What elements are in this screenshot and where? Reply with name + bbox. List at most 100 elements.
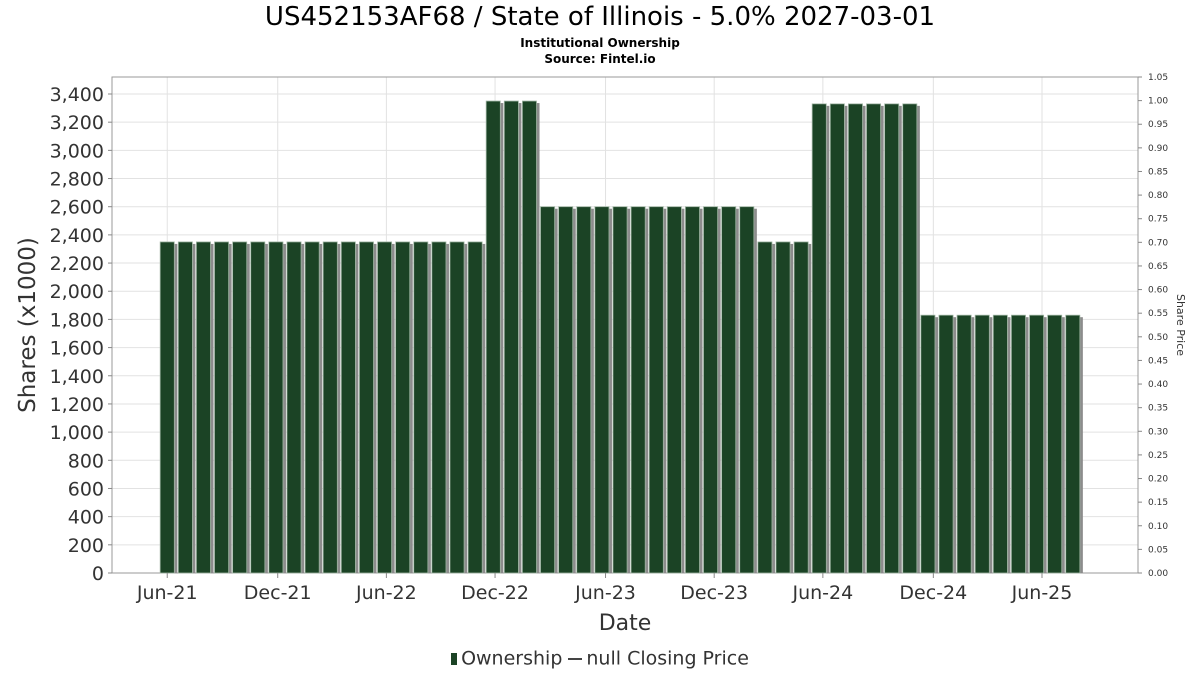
- bar-ownership-33: [757, 241, 773, 574]
- bar-ownership-25: [612, 206, 628, 574]
- bar-ownership-45: [974, 314, 990, 574]
- bar-ownership-43: [938, 314, 954, 574]
- x-tick-label-4: Jun-23: [574, 582, 636, 604]
- bar-ownership-35: [793, 241, 809, 574]
- bar-ownership-31: [721, 206, 737, 574]
- y-axis-left: 0 200 400 600 800 1,000 1,200 1,400 1,600 1,800 2,…: [50, 84, 112, 585]
- chart-title: US452153AF68 / State of Illinois - 5.0% …: [264, 2, 936, 32]
- bar-ownership-30: [703, 206, 719, 574]
- x-tick-label-3: Dec-22: [461, 582, 529, 604]
- bar-ownership-28: [666, 206, 682, 574]
- y2-tick-label-10: 0.50: [1148, 333, 1168, 343]
- legend-swatch-closing-price: [568, 657, 583, 660]
- bar-ownership-46: [992, 314, 1008, 574]
- x-axis: Jun-21 Dec-21 Jun-22 Dec-22 Jun-23 Dec-23 Jun-…: [136, 573, 1073, 604]
- bar-ownership-13: [395, 241, 411, 574]
- bar-ownership-36: [811, 103, 827, 574]
- y-axis-label: Shares (x1000): [15, 237, 41, 413]
- y2-tick-label-3: 0.15: [1148, 498, 1168, 508]
- y-tick-label-11: 2,200: [50, 253, 104, 275]
- bar-ownership-48: [1029, 314, 1045, 574]
- bar-ownership-38: [848, 103, 863, 574]
- y2-axis-label: Share Price: [1174, 294, 1187, 356]
- bar-ownership-39: [866, 103, 882, 574]
- chart-subtitle-ownership: Institutional Ownership: [520, 36, 680, 50]
- bar-ownership-24: [594, 206, 610, 574]
- x-tick-label-5: Dec-23: [680, 582, 748, 604]
- bar-ownership-16: [449, 241, 465, 574]
- y-tick-label-17: 3,400: [50, 84, 104, 106]
- bar-ownership-5: [250, 241, 266, 574]
- bar-ownership-20: [522, 100, 537, 574]
- bar-ownership-32: [739, 206, 755, 574]
- bar-ownership-8: [304, 241, 320, 574]
- y2-tick-label-14: 0.70: [1148, 238, 1168, 248]
- y-tick-label-0: 0: [92, 563, 104, 585]
- y2-tick-label-11: 0.55: [1148, 309, 1168, 319]
- y2-tick-label-13: 0.65: [1148, 262, 1168, 272]
- legend-swatch-ownership: [451, 652, 458, 665]
- y2-tick-label-4: 0.20: [1148, 475, 1168, 485]
- bar-ownership-42: [920, 314, 936, 574]
- x-tick-label-0: Jun-21: [136, 582, 198, 604]
- y-tick-label-3: 600: [68, 478, 104, 500]
- y2-tick-label-9: 0.45: [1148, 356, 1168, 366]
- y2-tick-label-5: 0.25: [1148, 451, 1168, 461]
- legend-label-ownership: Ownership: [461, 647, 563, 670]
- bar-ownership-17: [467, 241, 483, 574]
- bar-ownership-19: [503, 100, 519, 574]
- bar-ownership-34: [775, 241, 791, 574]
- bar-ownership-6: [268, 241, 284, 574]
- y-tick-label-14: 2,800: [50, 169, 104, 191]
- x-axis-label: Date: [599, 611, 652, 636]
- bar-ownership-2: [195, 241, 211, 574]
- y2-tick-label-0: 0.00: [1148, 569, 1168, 579]
- y2-tick-label-7: 0.35: [1148, 404, 1168, 414]
- bar-ownership-14: [413, 241, 429, 574]
- bar-ownership-41: [902, 103, 918, 574]
- y-tick-label-10: 2,000: [50, 281, 104, 303]
- y-tick-label-12: 2,400: [50, 225, 104, 247]
- y-tick-label-16: 3,200: [50, 112, 104, 134]
- y2-tick-label-12: 0.60: [1148, 286, 1168, 296]
- bar-ownership-44: [956, 314, 972, 574]
- chart-subtitle-source: Source: Fintel.io: [544, 52, 656, 66]
- bar-ownership-9: [322, 241, 338, 574]
- bar-ownership-49: [1047, 314, 1063, 574]
- y-tick-label-2: 400: [68, 507, 104, 529]
- x-tick-label-7: Dec-24: [899, 582, 967, 604]
- y-tick-label-6: 1,200: [50, 394, 104, 416]
- bar-ownership-22: [558, 206, 574, 574]
- y-tick-label-8: 1,600: [50, 338, 104, 360]
- y-tick-label-15: 3,000: [50, 140, 104, 162]
- bar-ownership-18: [485, 100, 501, 574]
- y2-tick-label-6: 0.30: [1148, 427, 1168, 437]
- y-tick-label-9: 1,800: [50, 309, 104, 331]
- bar-ownership-15: [431, 241, 447, 574]
- y2-tick-label-16: 0.80: [1148, 191, 1168, 201]
- y2-tick-label-18: 0.90: [1148, 144, 1168, 154]
- y2-tick-label-8: 0.40: [1148, 380, 1168, 390]
- bar-ownership-47: [1011, 314, 1026, 574]
- y-tick-label-4: 800: [68, 450, 104, 472]
- bar-series-ownership: [159, 100, 1083, 574]
- y2-tick-label-15: 0.75: [1148, 215, 1168, 225]
- bar-ownership-26: [630, 206, 646, 574]
- bar-ownership-12: [377, 241, 393, 574]
- bar-ownership-37: [829, 103, 845, 574]
- bar-ownership-29: [685, 206, 700, 574]
- x-tick-label-8: Jun-25: [1011, 582, 1073, 604]
- x-tick-label-1: Dec-21: [244, 582, 312, 604]
- bar-ownership-10: [340, 241, 356, 574]
- x-tick-label-2: Jun-22: [355, 582, 417, 604]
- y2-tick-label-1: 0.05: [1148, 545, 1168, 555]
- bar-ownership-11: [358, 241, 374, 574]
- y-axis-right: 0.00 0.05 0.10 0.15 0.20 0.25 0.30 0.35 0.40 0.45…: [1138, 73, 1168, 579]
- y-tick-label-7: 1,400: [50, 366, 104, 388]
- bar-ownership-0: [159, 241, 175, 574]
- chart-legend: Ownership null Closing Price: [0, 647, 1200, 670]
- y-tick-label-13: 2,600: [50, 197, 104, 219]
- y2-tick-label-20: 1.00: [1148, 97, 1168, 107]
- bar-ownership-50: [1065, 314, 1081, 574]
